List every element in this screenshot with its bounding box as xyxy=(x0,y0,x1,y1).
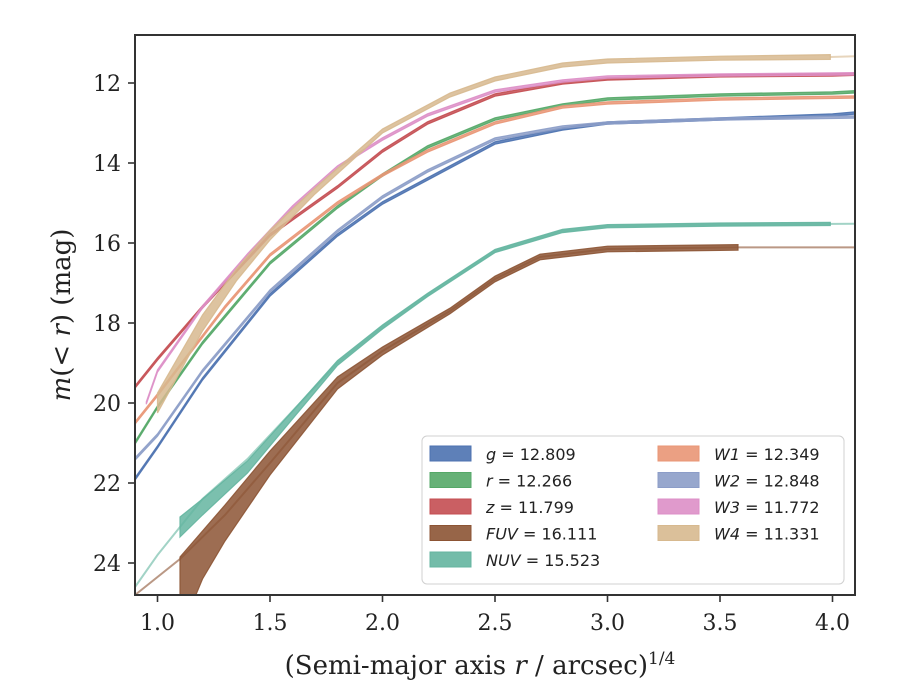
y-tick-label: 22 xyxy=(93,472,121,497)
x-tick-label: 2.5 xyxy=(478,611,513,636)
y-tick-label: 12 xyxy=(93,72,121,97)
x-tick-label: 3.0 xyxy=(590,611,625,636)
legend: g = 12.809 r = 12.266 z = 11.799 FUV = 16.1… xyxy=(421,435,845,585)
legend-entry: z = 11.799 xyxy=(485,498,574,517)
y-axis-title: m(< r) (mag) xyxy=(47,229,77,402)
legend-entry: g = 12.809 xyxy=(486,445,576,464)
legend-entry: W4 = 11.331 xyxy=(714,525,820,544)
legend-entry: W2 = 12.848 xyxy=(714,472,820,491)
y-tick-label: 18 xyxy=(93,312,121,337)
series-w2-band xyxy=(135,115,855,462)
y-tick-label: 14 xyxy=(93,152,121,177)
series-w4-extension-line xyxy=(830,55,855,58)
x-tick-label: 1.0 xyxy=(140,611,175,636)
x-tick-label: 3.5 xyxy=(703,611,738,636)
y-tick-label: 16 xyxy=(93,232,121,257)
axis-ticks: 1.0 1.5 2.0 2.5 3.0 3.5 4.0 12 14 16 18 20 22 24 xyxy=(93,72,850,636)
legend-swatch xyxy=(657,472,700,488)
legend-swatch xyxy=(429,445,472,462)
series-w4-band xyxy=(156,53,831,414)
legend-swatch xyxy=(429,551,472,568)
legend-swatch xyxy=(429,498,472,515)
series-w1-band xyxy=(135,95,855,426)
legend-swatch xyxy=(429,472,472,488)
legend-swatch xyxy=(429,525,472,541)
legend-entry: FUV = 16.111 xyxy=(486,525,597,544)
x-tick-label: 1.5 xyxy=(253,611,288,636)
legend-swatch xyxy=(657,525,700,541)
x-tick-label: 4.0 xyxy=(815,611,850,636)
plot-curves xyxy=(135,53,855,595)
legend-box xyxy=(421,435,845,585)
series-nuv-band xyxy=(179,221,831,539)
x-axis-title: (Semi-major axis r / arcsec)1/4 xyxy=(285,649,676,681)
legend-entry: NUV = 15.523 xyxy=(486,551,600,570)
legend-entry: r = 12.266 xyxy=(486,472,572,491)
legend-entry: W3 = 11.772 xyxy=(714,498,820,517)
series-g-band xyxy=(135,111,855,482)
legend-swatch xyxy=(657,498,700,515)
legend-swatch xyxy=(657,445,700,462)
legend-entry: W1 = 12.349 xyxy=(714,445,820,464)
x-tick-label: 2.0 xyxy=(365,611,400,636)
series-z-band xyxy=(135,72,855,390)
y-tick-label: 20 xyxy=(93,392,121,417)
series-fuv-band xyxy=(179,243,739,595)
y-tick-label: 24 xyxy=(93,552,121,577)
